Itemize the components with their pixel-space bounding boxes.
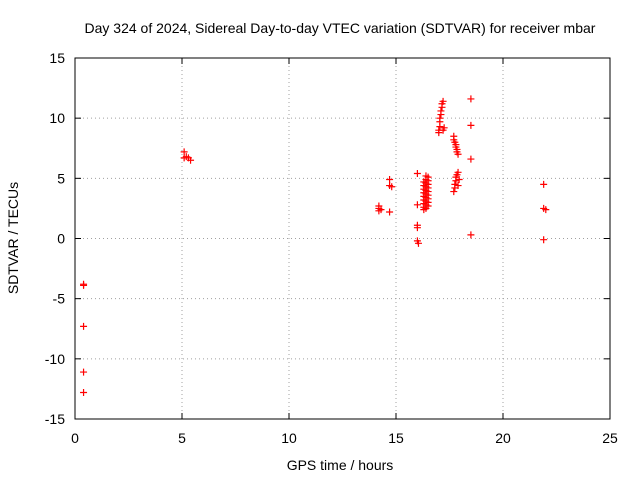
x-tick-label: 25 — [602, 430, 618, 446]
data-point — [437, 107, 445, 115]
data-point — [451, 180, 459, 188]
data-point — [414, 239, 422, 247]
data-point — [454, 182, 462, 190]
grid — [75, 58, 610, 419]
data-point — [80, 322, 88, 330]
y-tick-label: -5 — [53, 291, 66, 307]
data-point — [80, 389, 88, 397]
y-tick-label: 5 — [57, 170, 65, 186]
plot-border — [74, 57, 611, 420]
data-point — [386, 176, 394, 184]
data-point — [540, 180, 548, 188]
x-axis-label: GPS time / hours — [287, 457, 394, 473]
y-tick-label: -15 — [45, 411, 65, 427]
data-point — [413, 201, 421, 209]
data-point — [440, 124, 448, 132]
y-tick-label: 0 — [57, 231, 65, 247]
y-tick-label: 15 — [49, 50, 65, 66]
data-point — [180, 148, 188, 156]
chart-title: Day 324 of 2024, Sidereal Day-to-day VTE… — [85, 20, 596, 36]
data-point — [413, 170, 421, 178]
y-tick-label: -10 — [45, 351, 65, 367]
data-point — [377, 206, 385, 214]
x-tick-label: 20 — [495, 430, 511, 446]
data-point — [80, 368, 88, 376]
data-point — [80, 281, 88, 289]
data-series — [80, 95, 550, 397]
x-tick-label: 15 — [388, 430, 404, 446]
data-point — [439, 97, 447, 105]
data-point — [455, 176, 463, 184]
data-point — [436, 114, 444, 122]
data-point — [454, 150, 462, 158]
x-tick-label: 10 — [281, 430, 297, 446]
data-point — [388, 183, 396, 191]
data-point — [187, 156, 195, 164]
data-point — [467, 121, 475, 129]
data-point — [413, 224, 421, 232]
data-point — [386, 208, 394, 216]
data-point — [424, 173, 432, 181]
data-point — [540, 236, 548, 244]
x-tick-label: 5 — [178, 430, 186, 446]
data-point — [467, 231, 475, 239]
data-point — [454, 168, 462, 176]
y-axis-label: SDTVAR / TECUs — [5, 182, 21, 294]
data-point — [467, 155, 475, 163]
data-point — [450, 188, 458, 196]
data-point — [542, 206, 550, 214]
y-tick-label: 10 — [49, 110, 65, 126]
x-tick-label: 0 — [71, 430, 79, 446]
data-point — [467, 95, 475, 103]
tick-labels: 0 5 10 15 20 25 -15 -10 -5 0 5 10 15 — [45, 50, 618, 446]
